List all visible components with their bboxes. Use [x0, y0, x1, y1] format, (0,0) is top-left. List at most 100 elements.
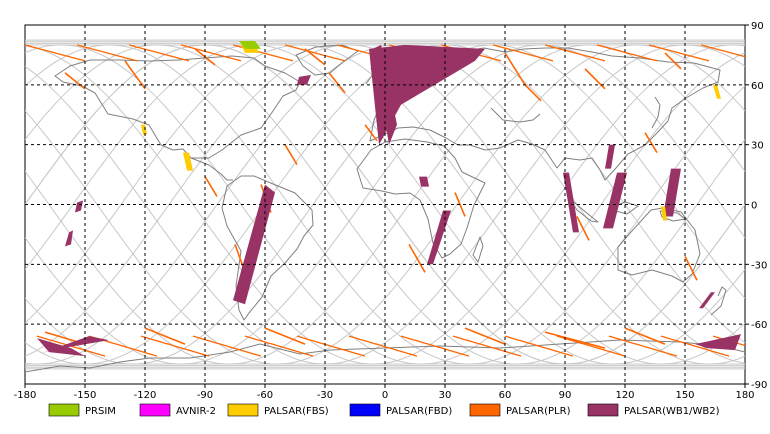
wb-footprint	[563, 172, 579, 233]
lat-tick-label: 90	[751, 21, 764, 32]
plr-swath	[684, 255, 698, 281]
graticule	[25, 25, 745, 384]
lon-tick-label: -90	[197, 390, 213, 401]
plr-polar-swath	[660, 335, 730, 357]
plr-polar-swath	[128, 44, 190, 62]
legend-label: PALSAR(PLR)	[506, 406, 571, 417]
wb-footprint	[699, 292, 715, 309]
legend-swatch	[139, 403, 171, 417]
plr-swath	[624, 327, 666, 345]
lat-tick-label: -90	[751, 380, 767, 391]
plr-swath	[576, 216, 590, 241]
wb-footprint	[605, 144, 615, 169]
legend-swatch	[349, 403, 381, 417]
legend-label: AVNIR-2	[176, 406, 216, 417]
plr-swath	[584, 68, 606, 90]
lon-tick-label: 60	[499, 390, 512, 401]
plr-swath	[284, 144, 298, 166]
plr-polar-swath	[180, 44, 242, 62]
new-zealand-outline	[710, 286, 727, 316]
lon-tick-label: -120	[134, 390, 157, 401]
plr-swath	[504, 52, 526, 86]
plr-swath	[328, 72, 346, 94]
lon-tick-label: -180	[14, 390, 37, 401]
plr-swath	[264, 327, 306, 345]
plr-swath	[664, 52, 682, 70]
middle-east-coast	[490, 107, 541, 123]
fbs-footprint	[713, 84, 721, 99]
wb-footprint	[373, 44, 397, 145]
lat-tick-label: 0	[751, 201, 757, 212]
plr-polar-swath	[76, 44, 138, 62]
plr-polar-swath	[284, 44, 346, 62]
plr-polar-swath	[556, 335, 626, 357]
wb-footprint	[297, 74, 311, 85]
plr-polar-swath	[700, 44, 745, 58]
plr-polar-swath	[244, 335, 314, 357]
plr-polar-swath	[296, 335, 366, 357]
wb-footprint	[695, 334, 741, 351]
plr-polar-swath	[140, 335, 210, 357]
axis-ticks: -180 -150 -120 -90 -60 -30 0 30 60 90 120 150 180 90 6…	[14, 21, 768, 401]
plr-swath	[124, 60, 146, 90]
legend-swatch	[469, 403, 501, 417]
lon-tick-label: -150	[74, 390, 97, 401]
legend-swatch	[48, 403, 80, 417]
plr-swath	[408, 243, 426, 273]
plr-swath	[364, 124, 378, 142]
wb-footprint	[39, 336, 109, 355]
lon-tick-label: 0	[382, 390, 388, 401]
legend: PRSIM AVNIR-2 PALSAR(FBS) PALSAR(FBD) PALSAR…	[48, 403, 720, 417]
lon-tick-label: 180	[735, 390, 754, 401]
plr-swath	[464, 327, 506, 345]
lon-tick-label: -30	[317, 390, 333, 401]
observation-footprints	[25, 41, 745, 357]
plr-polar-swath	[192, 335, 262, 357]
wb-footprint	[369, 44, 485, 145]
plr-polar-swath	[544, 44, 606, 62]
plr-polar-swath	[492, 44, 554, 62]
lon-tick-label: 30	[439, 390, 452, 401]
plr-polar-swath	[452, 335, 522, 357]
lat-tick-label: -30	[751, 260, 767, 271]
fbs-footprint	[661, 206, 667, 221]
prism-footprint	[239, 41, 261, 49]
plr-swath	[524, 84, 542, 102]
wb-footprint	[233, 184, 275, 305]
wb-footprint	[603, 172, 627, 229]
central-america-outline	[190, 157, 233, 181]
greenland-outline	[295, 44, 359, 76]
legend-label: PALSAR(WB1/WB2)	[624, 406, 720, 417]
antarctica-outline	[25, 339, 745, 373]
plr-polar-swath	[25, 44, 86, 62]
lat-tick-label: 60	[751, 81, 764, 92]
lat-tick-label: 30	[751, 141, 764, 152]
plr-polar-swath	[400, 335, 470, 357]
australia-outline	[617, 207, 701, 283]
sumatra-outline	[569, 198, 599, 223]
lon-tick-label: 120	[615, 390, 634, 401]
legend-label: PALSAR(FBS)	[264, 406, 329, 417]
lon-tick-label: 90	[559, 390, 572, 401]
plr-swath	[64, 72, 86, 90]
africa-outline	[356, 138, 486, 259]
fbs-footprint	[183, 152, 193, 171]
wb-footprint	[75, 200, 83, 213]
legend-label: PRSIM	[85, 406, 116, 417]
plr-swath	[204, 176, 218, 197]
legend-swatch	[587, 403, 619, 417]
legend-swatch	[227, 403, 259, 417]
legend-label: PALSAR(FBD)	[386, 406, 452, 417]
north-america-outline	[54, 55, 301, 159]
plr-polar-swath	[608, 335, 678, 357]
plr-swath	[544, 331, 606, 349]
wb-footprint	[65, 230, 73, 247]
plr-polar-swath	[596, 44, 658, 62]
wb-footprint	[419, 176, 429, 187]
lat-tick-label: -60	[751, 320, 767, 331]
plr-polar-swath	[504, 335, 574, 357]
plr-polar-swath	[648, 44, 710, 62]
japan-outline	[651, 96, 661, 129]
